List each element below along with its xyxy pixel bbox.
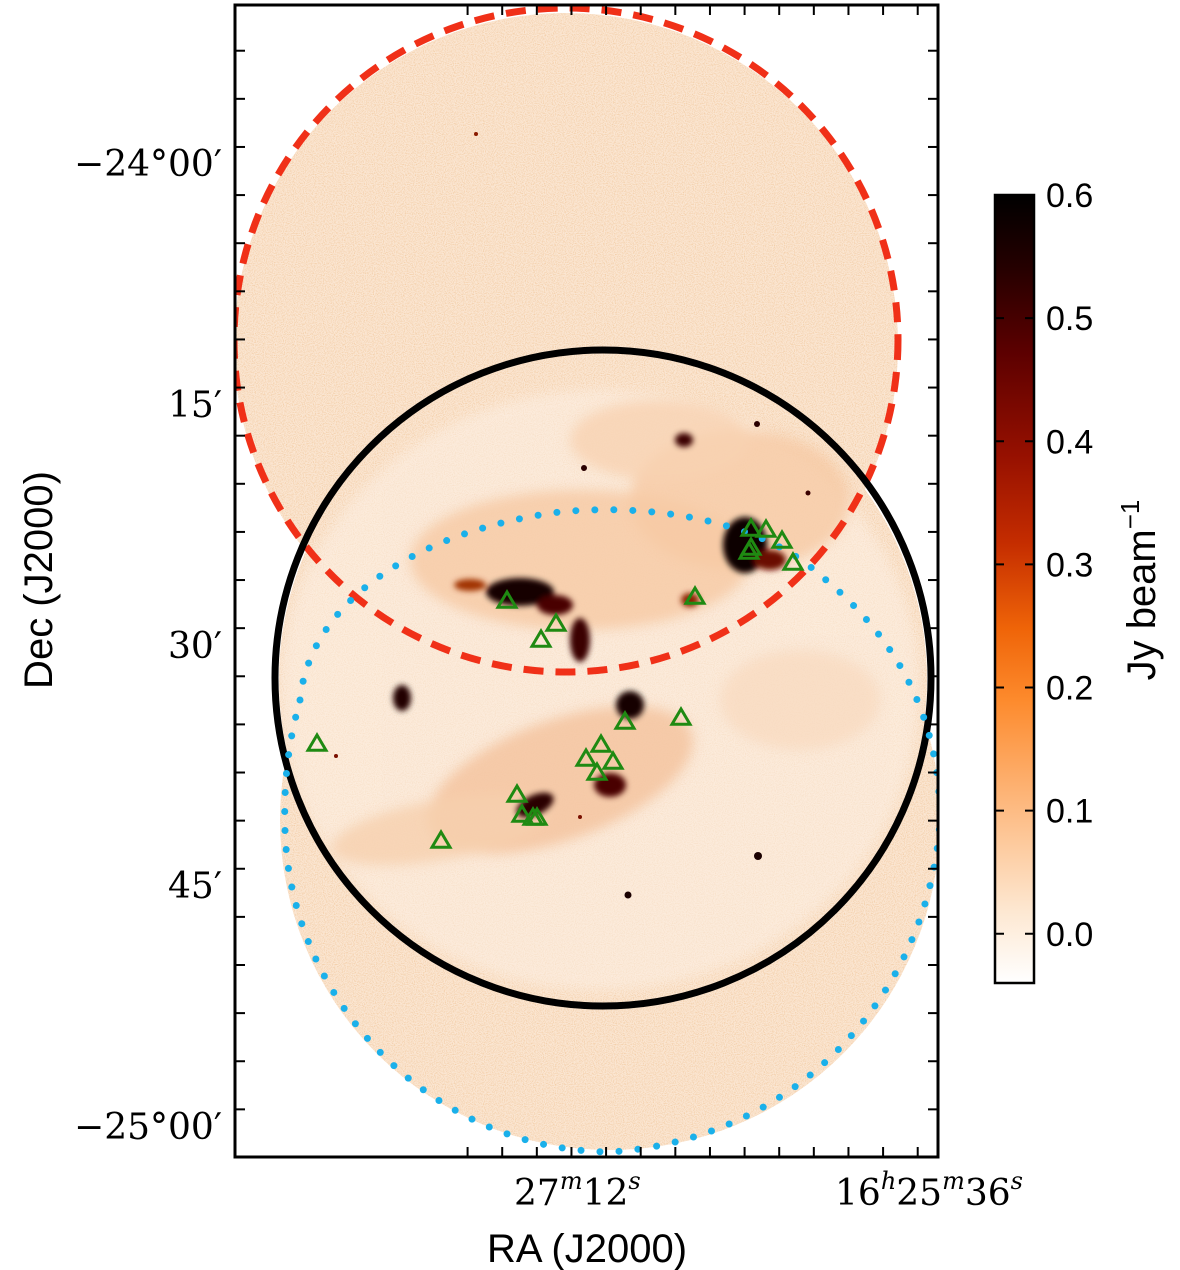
colorbar: 0.6 0.5 0.4 0.3 0.2 0.1 0.0 Jy beam−1 bbox=[993, 177, 1164, 985]
x-tick-labels: 27m12s 16h25m36s bbox=[514, 1167, 1023, 1214]
colorbar-tick-label: 0.6 bbox=[1046, 177, 1093, 215]
solid-field-circle bbox=[271, 346, 935, 1010]
triangle-marker bbox=[429, 829, 453, 849]
x-axis-label: RA (J2000) bbox=[487, 1227, 687, 1270]
intensity-map bbox=[235, 5, 938, 1156]
triangle-marker bbox=[589, 733, 613, 753]
protostar-markers bbox=[305, 517, 805, 849]
triangle-marker bbox=[305, 732, 329, 752]
colorbar-ticks bbox=[995, 194, 1034, 935]
triangle-marker bbox=[574, 747, 598, 767]
y-tick-label: −25°00′ bbox=[74, 1107, 222, 1148]
colorbar-gradient bbox=[993, 193, 1036, 985]
triangle-marker bbox=[544, 612, 568, 632]
colorbar-tick-label: 0.5 bbox=[1046, 300, 1093, 338]
colorbar-tick-label: 0.1 bbox=[1046, 793, 1093, 831]
triangle-marker bbox=[585, 761, 609, 781]
y-tick-labels: −24°00′ 15′ 30′ 45′ −25°00′ bbox=[74, 144, 222, 1148]
triangle-marker bbox=[739, 517, 763, 537]
dashed-field-circle bbox=[235, 5, 902, 676]
colorbar-label: Jy beam−1 bbox=[1115, 500, 1164, 681]
x-tick-marks bbox=[466, 5, 919, 1157]
y-tick-label: −24°00′ bbox=[74, 144, 222, 185]
y-tick-label: 30′ bbox=[168, 626, 222, 667]
y-tick-label: 45′ bbox=[168, 866, 222, 907]
triangle-marker bbox=[683, 585, 707, 605]
triangle-marker bbox=[505, 783, 529, 803]
triangle-marker bbox=[613, 710, 637, 730]
triangle-marker bbox=[669, 706, 693, 726]
triangle-marker bbox=[739, 536, 763, 556]
colorbar-tick-label: 0.0 bbox=[1046, 916, 1093, 954]
triangle-marker bbox=[770, 529, 794, 549]
triangle-marker bbox=[601, 750, 625, 770]
triangle-marker bbox=[495, 589, 519, 609]
colorbar-tick-label: 0.3 bbox=[1046, 546, 1093, 584]
y-tick-marks bbox=[235, 49, 938, 1111]
triangle-marker bbox=[754, 518, 778, 538]
colorbar-tick-label: 0.2 bbox=[1046, 670, 1093, 708]
y-tick-label: 15′ bbox=[168, 385, 222, 426]
triangle-marker bbox=[781, 551, 805, 571]
x-tick-label: 27m12s bbox=[514, 1167, 641, 1214]
colorbar-tick-labels: 0.6 0.5 0.4 0.3 0.2 0.1 0.0 bbox=[1046, 177, 1093, 954]
colorbar-tick-label: 0.4 bbox=[1046, 423, 1093, 461]
triangle-marker bbox=[525, 806, 549, 826]
x-tick-label: 16h25m36s bbox=[835, 1167, 1023, 1214]
y-axis-label: Dec (J2000) bbox=[17, 471, 61, 689]
triangle-marker bbox=[510, 803, 534, 823]
point-sources bbox=[334, 132, 811, 899]
triangle-marker bbox=[529, 628, 553, 648]
